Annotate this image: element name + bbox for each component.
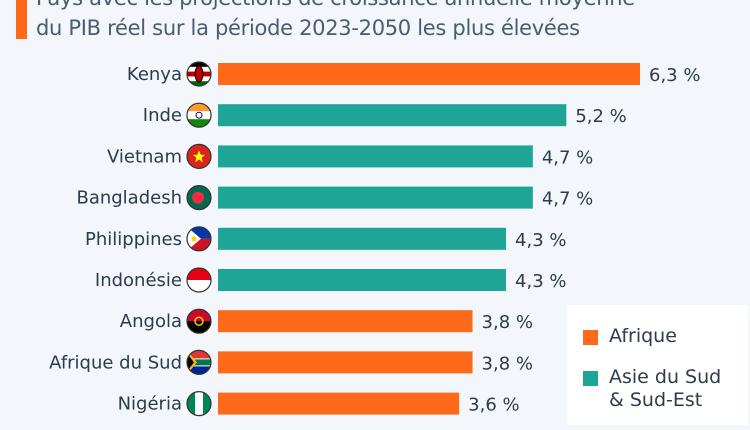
category-label: Angola — [120, 311, 182, 332]
category-label: Bangladesh — [76, 188, 182, 209]
bar — [218, 63, 640, 85]
bar — [218, 392, 460, 415]
angola-flag-icon — [186, 308, 212, 334]
category-label: Afrique du Sud — [49, 352, 182, 373]
value-label: 3,6 % — [468, 395, 519, 416]
legend: Afrique Asie du Sud & Sud-Est — [567, 305, 748, 425]
value-label: 3,8 % — [482, 312, 533, 333]
bar-row: Angola 3,8 % — [120, 308, 533, 334]
india-flag-icon — [186, 102, 212, 128]
bar-row: Vietnam 4,7 % — [107, 143, 593, 169]
kenya-flag-icon — [186, 61, 212, 87]
vietnam-flag-icon — [186, 143, 212, 169]
legend-label: Asie du Sud — [609, 366, 722, 388]
title-accent-bar — [16, 0, 27, 39]
bar — [218, 351, 473, 374]
philippines-flag-icon — [186, 226, 212, 252]
value-label: 4,7 % — [542, 189, 593, 210]
value-label: 6,3 % — [649, 65, 700, 86]
value-label: 3,8 % — [482, 353, 533, 374]
value-label: 4,3 % — [515, 271, 566, 292]
category-label: Nigéria — [118, 394, 182, 415]
chart-title-line-1: Pays avec les projections de croissance … — [36, 0, 635, 10]
bar-row: Indonésie 4,3 % — [95, 267, 566, 293]
category-label: Inde — [143, 105, 182, 126]
value-label: 5,2 % — [575, 106, 626, 127]
indonesia-flag-icon — [186, 267, 212, 293]
bar — [218, 227, 507, 250]
bar-row: Kenya 6,3 % — [127, 61, 700, 87]
bar — [218, 145, 533, 168]
category-label: Vietnam — [107, 146, 182, 167]
bar — [218, 104, 567, 127]
legend-swatch — [583, 330, 598, 345]
south-africa-flag-icon — [186, 349, 212, 375]
bangladesh-flag-icon — [186, 185, 212, 211]
legend-label-line-2: & Sud-Est — [609, 389, 703, 411]
legend-label: Afrique — [609, 325, 677, 347]
bar-row: Inde 5,2 % — [143, 102, 627, 128]
category-label: Kenya — [127, 64, 182, 85]
bar-row: Bangladesh 4,7 % — [76, 185, 593, 211]
bar-row: Nigéria 3,6 % — [118, 391, 520, 417]
bar — [218, 310, 473, 333]
value-label: 4,3 % — [515, 230, 566, 251]
bar-row: Philippines 4,3 % — [85, 226, 566, 252]
chart-title-line-2: du PIB réel sur la période 2023-2050 les… — [36, 16, 580, 40]
nigeria-flag-icon — [186, 391, 212, 417]
bar-row: Afrique du Sud 3,8 % — [49, 349, 533, 375]
legend-swatch — [583, 371, 598, 386]
bar — [218, 186, 533, 209]
value-label: 4,7 % — [542, 147, 593, 168]
category-label: Philippines — [85, 229, 182, 250]
category-label: Indonésie — [95, 270, 182, 291]
bar — [218, 269, 507, 291]
